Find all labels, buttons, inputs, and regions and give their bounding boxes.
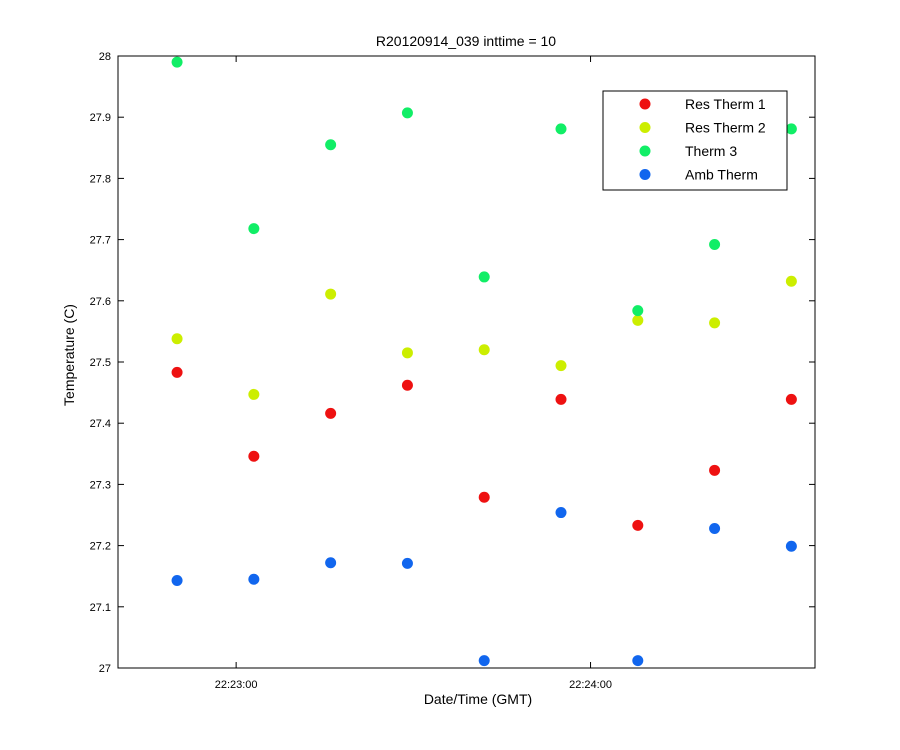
data-point <box>555 123 567 135</box>
data-point <box>478 271 490 283</box>
data-point <box>555 360 567 372</box>
data-point <box>248 388 260 400</box>
y-tick-label: 27.6 <box>90 296 111 308</box>
data-point <box>248 573 260 585</box>
data-point <box>709 522 721 534</box>
legend-marker <box>639 145 651 157</box>
y-tick-label: 27 <box>99 663 111 675</box>
data-point <box>478 491 490 503</box>
y-axis-label: Temperature (C) <box>61 304 77 406</box>
data-point <box>401 557 413 569</box>
y-tick-label: 27.7 <box>90 235 111 247</box>
data-point <box>401 107 413 119</box>
x-axis: 22:23:00 22:24:00 <box>215 56 612 691</box>
data-point <box>478 344 490 356</box>
data-point <box>785 275 797 287</box>
data-point <box>171 56 183 68</box>
data-point <box>325 407 337 419</box>
data-point <box>171 333 183 345</box>
y-tick-label: 27.2 <box>90 541 111 553</box>
y-axis: 27 27.1 27.2 27.3 27.4 27.5 27.6 27.7 27.8 27.9 28 <box>90 51 815 675</box>
y-tick-label: 27.1 <box>90 602 111 614</box>
y-tick-label: 27.4 <box>90 418 111 430</box>
x-axis-label: Date/Time (GMT) <box>424 691 532 707</box>
data-point <box>555 507 567 519</box>
data-point <box>632 314 644 326</box>
x-tick-label: 22:23:00 <box>215 679 258 691</box>
data-point <box>478 655 490 667</box>
legend: Res Therm 1 Res Therm 2 Therm 3 Amb Therm <box>602 90 788 191</box>
legend-marker <box>639 122 651 133</box>
legend-label: Amb Therm <box>685 167 758 183</box>
data-point <box>632 519 644 531</box>
legend-marker <box>639 98 651 110</box>
data-point <box>248 223 260 235</box>
y-tick-label: 27.8 <box>90 173 111 185</box>
data-point <box>401 379 413 391</box>
y-tick-label: 27.5 <box>90 357 111 369</box>
data-point <box>632 305 644 317</box>
data-point <box>325 139 337 151</box>
data-point <box>709 317 721 329</box>
data-point <box>555 393 567 405</box>
data-points <box>171 56 797 667</box>
y-tick-label: 27.9 <box>90 112 111 124</box>
data-point <box>248 450 260 462</box>
legend-label: Res Therm 2 <box>685 120 766 136</box>
data-point <box>401 347 413 359</box>
data-point <box>632 655 644 667</box>
legend-marker <box>639 169 651 180</box>
data-point <box>785 123 797 135</box>
data-point <box>171 574 183 586</box>
legend-label: Res Therm 1 <box>685 96 766 112</box>
data-point <box>709 464 721 476</box>
legend-box <box>602 90 788 191</box>
y-tick-label: 27.3 <box>90 479 111 491</box>
y-tick-label: 28 <box>99 51 111 63</box>
x-tick-label: 22:24:00 <box>569 679 612 691</box>
data-point <box>785 540 797 552</box>
data-point <box>325 288 337 300</box>
data-point <box>785 393 797 405</box>
data-point <box>171 366 183 378</box>
data-point <box>709 238 721 250</box>
legend-label: Therm 3 <box>685 143 737 159</box>
chart-title: R20120914_039 inttime = 10 <box>376 33 556 49</box>
data-point <box>325 557 337 569</box>
